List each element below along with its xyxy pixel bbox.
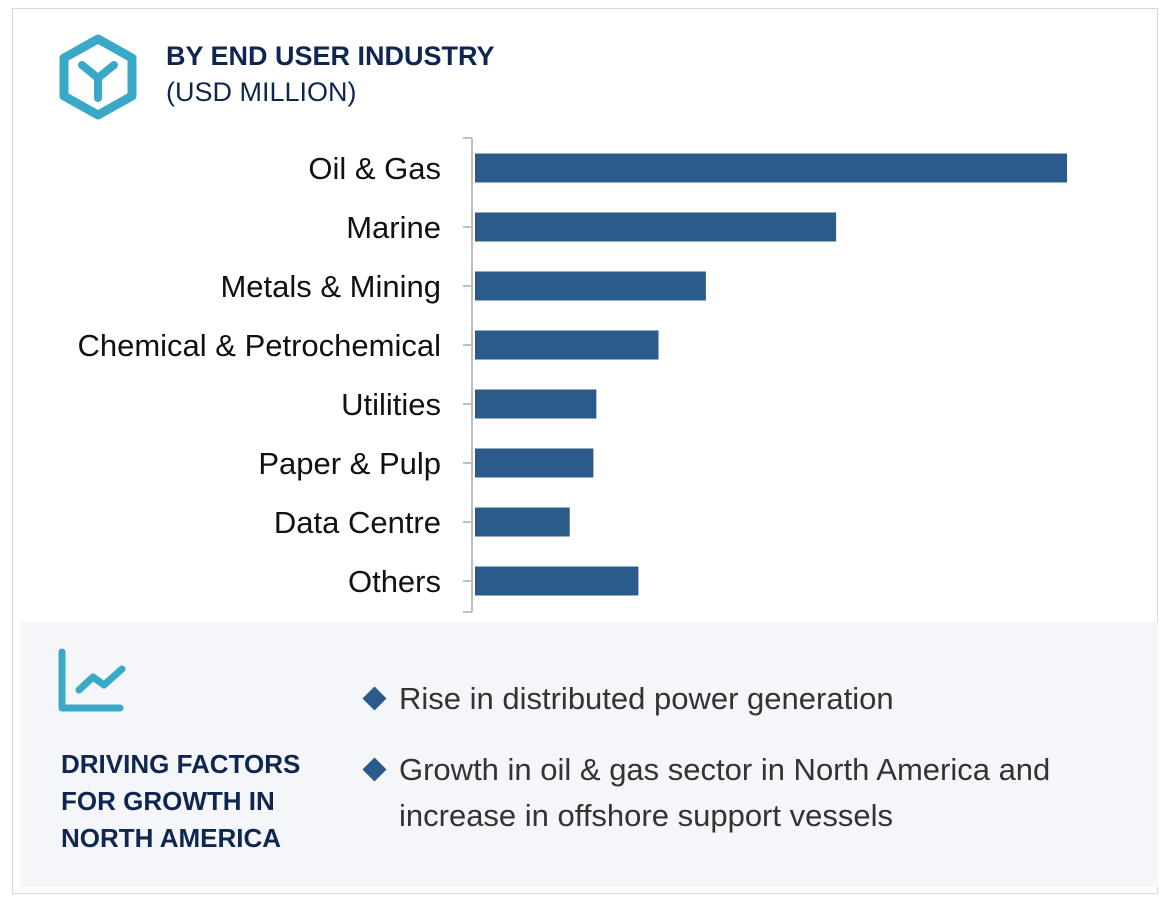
bar [475, 566, 639, 596]
bullet-text: Growth in oil & gas sector in North Amer… [399, 752, 1051, 833]
category-label: Paper & Pulp [258, 446, 441, 481]
bar [475, 448, 594, 478]
bar [475, 212, 837, 242]
bullet-text: Rise in distributed power generation [399, 681, 894, 716]
bar [475, 330, 659, 360]
category-label: Others [348, 564, 441, 599]
driving-factors-title: DRIVING FACTORS FOR GROWTH IN NORTH AMER… [61, 749, 301, 853]
bar [475, 271, 706, 301]
category-label: Oil & Gas [308, 151, 441, 186]
category-label: Utilities [341, 387, 441, 422]
diamond-bullet-icon [362, 686, 387, 711]
hexagon-y-icon [59, 34, 137, 120]
bar-chart: Oil & Gas Marine Metals & Mining Chemical &… [77, 137, 1067, 613]
category-label: Chemical & Petrochemical [77, 328, 441, 363]
bar [475, 507, 570, 537]
bar [475, 153, 1067, 183]
chart-title-text: BY END USER INDUSTRY [166, 41, 495, 71]
frame [12, 8, 1158, 894]
chart-subtitle: (USD MILLION) [166, 77, 357, 107]
category-label: Data Centre [274, 505, 441, 540]
bar [475, 389, 597, 419]
category-label: Marine [346, 210, 441, 245]
chart-title: BY END USER INDUSTRY (USD MILLION) [166, 38, 495, 110]
diamond-bullet-icon [362, 757, 387, 782]
driving-factors-panel: DRIVING FACTORS FOR GROWTH IN NORTH AMER… [20, 622, 1158, 887]
category-label: Metals & Mining [220, 269, 441, 304]
bullet-item: Growth in oil & gas sector in North Amer… [362, 747, 1148, 839]
line-chart-icon [58, 648, 126, 712]
bullet-item: Rise in distributed power generation [362, 676, 1148, 722]
